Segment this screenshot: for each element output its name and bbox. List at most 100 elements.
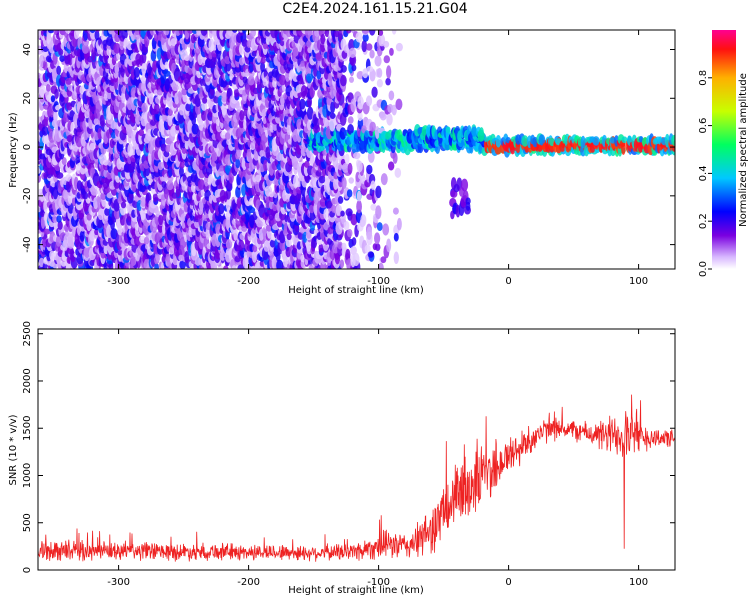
spectrogram-cell xyxy=(382,40,390,48)
y-tick-label: 2000 xyxy=(22,368,33,393)
spectrogram-cell xyxy=(389,47,394,56)
colorbar-tick-label: 0.0 xyxy=(698,261,709,277)
spectrogram-cell xyxy=(365,95,373,107)
spectrogram-cell xyxy=(369,49,375,59)
spectrogram-cell xyxy=(374,55,382,67)
spectrogram-cell xyxy=(592,136,600,146)
spectrogram-cell xyxy=(45,55,53,63)
spectrogram-cell xyxy=(396,217,402,231)
spectrogram-cell xyxy=(387,161,395,171)
spectrogram-cell xyxy=(200,30,208,37)
spectrogram-cell xyxy=(62,188,69,200)
colorbar-tick-label: 0.6 xyxy=(698,118,709,134)
spectrogram-cell xyxy=(140,196,146,208)
spectrogram-cell xyxy=(352,252,360,267)
spectrogram-cell xyxy=(152,192,158,202)
spectrogram-cell xyxy=(170,38,178,46)
spectrogram-cell xyxy=(375,243,381,252)
spectrogram-cell xyxy=(395,98,403,111)
spectrogram-cell xyxy=(201,102,208,111)
spectrogram-cell xyxy=(38,30,41,37)
spectrogram-cell xyxy=(191,115,197,126)
spectrogram-cell xyxy=(110,228,118,240)
spectrogram-cell xyxy=(126,124,133,137)
spectrogram-cell xyxy=(179,166,184,177)
spectrogram-cell xyxy=(394,167,402,178)
spectrogram-cell xyxy=(191,123,199,135)
spectrogram-cell xyxy=(353,152,361,160)
spectrogram-cell xyxy=(95,30,101,33)
spectrogram-cell xyxy=(340,210,345,217)
spectrogram-cell xyxy=(344,153,350,165)
spectrogram-cell xyxy=(82,191,89,200)
x-tick-label: -200 xyxy=(237,577,260,588)
spectrogram-cell xyxy=(54,88,59,100)
spectrogram-cell xyxy=(376,78,383,88)
spectrogram-cell xyxy=(89,142,97,151)
spectrogram-cell xyxy=(393,232,399,242)
x-tick-label: 100 xyxy=(629,276,648,287)
spectrogram-cell xyxy=(386,113,393,126)
spectrogram-cell xyxy=(164,61,170,70)
spectrogram-cell xyxy=(183,54,191,61)
snr-y-axis-label: SNR (10 * v/v) xyxy=(8,414,19,485)
spectrogram-cell xyxy=(106,171,113,180)
spectrogram-cell xyxy=(375,205,382,220)
spectrogram-cell xyxy=(350,98,357,113)
spectrogram-cell xyxy=(158,214,164,226)
x-tick-label: 0 xyxy=(505,577,511,588)
spectrogram-cell xyxy=(121,30,128,41)
spectrogram-cell xyxy=(393,251,399,265)
spectrogram-cell xyxy=(170,125,177,137)
spectrogram-cell xyxy=(175,124,180,131)
spectrogram-cell xyxy=(148,90,154,105)
spectrogram-cell xyxy=(53,30,58,35)
spectrogram-cell xyxy=(371,86,378,98)
spectrogram-cell xyxy=(348,177,355,184)
spectrogram-cell xyxy=(340,64,347,73)
spectrogram-cell xyxy=(299,98,306,110)
spectrogram-cell xyxy=(347,116,354,124)
snr-background xyxy=(38,329,675,570)
spectrogram-cell xyxy=(341,242,347,251)
spectrogram-cell xyxy=(238,239,245,251)
spectrogram-cell xyxy=(374,232,381,245)
spectrogram-cell xyxy=(184,250,190,264)
spectrogram-cell xyxy=(42,59,48,71)
spectrogram-cell xyxy=(218,203,225,215)
spectrogram-cell xyxy=(360,214,367,227)
spectrogram-cell xyxy=(241,30,247,34)
spectrogram-cell xyxy=(113,42,121,54)
spectrogram-cell xyxy=(157,148,164,160)
spectrogram-cell xyxy=(346,228,353,238)
x-tick-label: -300 xyxy=(107,276,130,287)
colorbar-gradient xyxy=(712,30,736,269)
spectrogram-cell xyxy=(391,30,397,35)
spectrogram-cell xyxy=(46,30,52,40)
spectrogram-cell xyxy=(160,143,167,152)
spectrogram-cell xyxy=(386,238,392,253)
colorbar-tick-label: 0.2 xyxy=(698,213,709,229)
spectrogram-cell xyxy=(386,65,392,79)
spectrogram-cell xyxy=(99,114,105,127)
spectrogram-cell xyxy=(249,197,254,206)
spectrogram-cell xyxy=(465,197,471,205)
spectrogram-cell xyxy=(45,83,51,92)
spectrogram-cell xyxy=(339,74,347,87)
spectrogram-cell xyxy=(156,30,163,32)
y-tick-label: -20 xyxy=(22,188,33,204)
spectrogram-cell xyxy=(345,30,352,34)
spectrogram-cell xyxy=(81,43,90,54)
colorbar-ticks: 0.00.20.40.60.8 xyxy=(698,70,712,277)
y-tick-label: 1000 xyxy=(22,463,33,488)
spectrogram-cell xyxy=(161,180,167,188)
spectrogram-cell xyxy=(366,43,373,51)
x-tick-label: 100 xyxy=(629,577,648,588)
spectrogram-cell xyxy=(355,31,363,43)
spectrogram-cell xyxy=(120,201,127,209)
spectrogram-cell xyxy=(133,66,140,78)
spectrogram-cell xyxy=(376,67,383,78)
spectrogram-cell xyxy=(155,210,161,218)
spectrogram-cell xyxy=(89,30,96,34)
spectrogram-cell xyxy=(382,223,390,236)
